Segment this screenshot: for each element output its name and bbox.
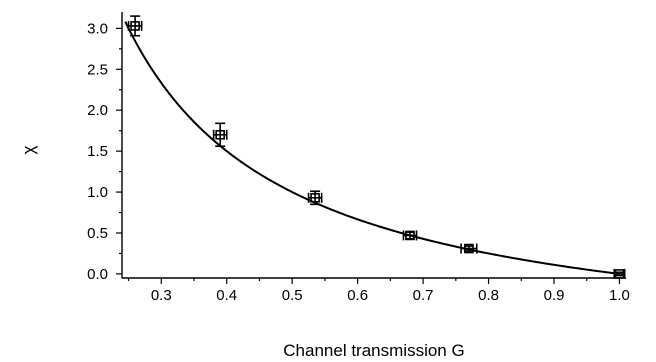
open-square-marker [405,230,415,241]
y-tick-label: 0.5 [87,225,108,242]
x-tick-label: 0.3 [151,287,172,304]
x-tick-label: 0.9 [544,287,565,304]
x-tick-label: 0.4 [216,287,237,304]
data-points [127,15,626,279]
open-square-marker [614,269,625,279]
y-tick-label: 0.0 [87,266,108,283]
axes [121,12,626,279]
x-tick-label: 1.0 [609,287,630,304]
data-point [307,190,323,206]
x-tick-label: 0.8 [478,287,499,304]
y-axis-title: χ [19,145,38,154]
x-tick-label: 0.6 [347,287,368,304]
open-square-marker [215,129,225,140]
data-point [402,230,418,241]
x-tick-label: 0.5 [282,287,303,304]
open-square-marker [464,243,474,254]
data-point [212,122,228,148]
y-tick-label: 2.5 [87,61,108,78]
y-tick-label: 1.0 [87,184,108,201]
data-point [613,268,626,279]
data-point [460,243,478,254]
fit-curve [124,21,620,275]
y-ticks: 0.0 0.5 1.0 1.5 2.0 2.5 3.0 [87,20,122,283]
data-point [127,15,143,37]
y-tick-label: 3.0 [87,20,108,37]
open-square-marker [310,192,320,203]
x-tick-label: 0.7 [413,287,434,304]
y-tick-label: 1.5 [87,143,108,160]
y-tick-label: 2.0 [87,102,108,119]
open-square-marker [130,21,140,31]
x-axis-title: Channel transmission G [283,341,464,360]
x-ticks: 0.3 0.4 0.5 0.6 0.7 0.8 0.9 1.0 [127,278,630,304]
